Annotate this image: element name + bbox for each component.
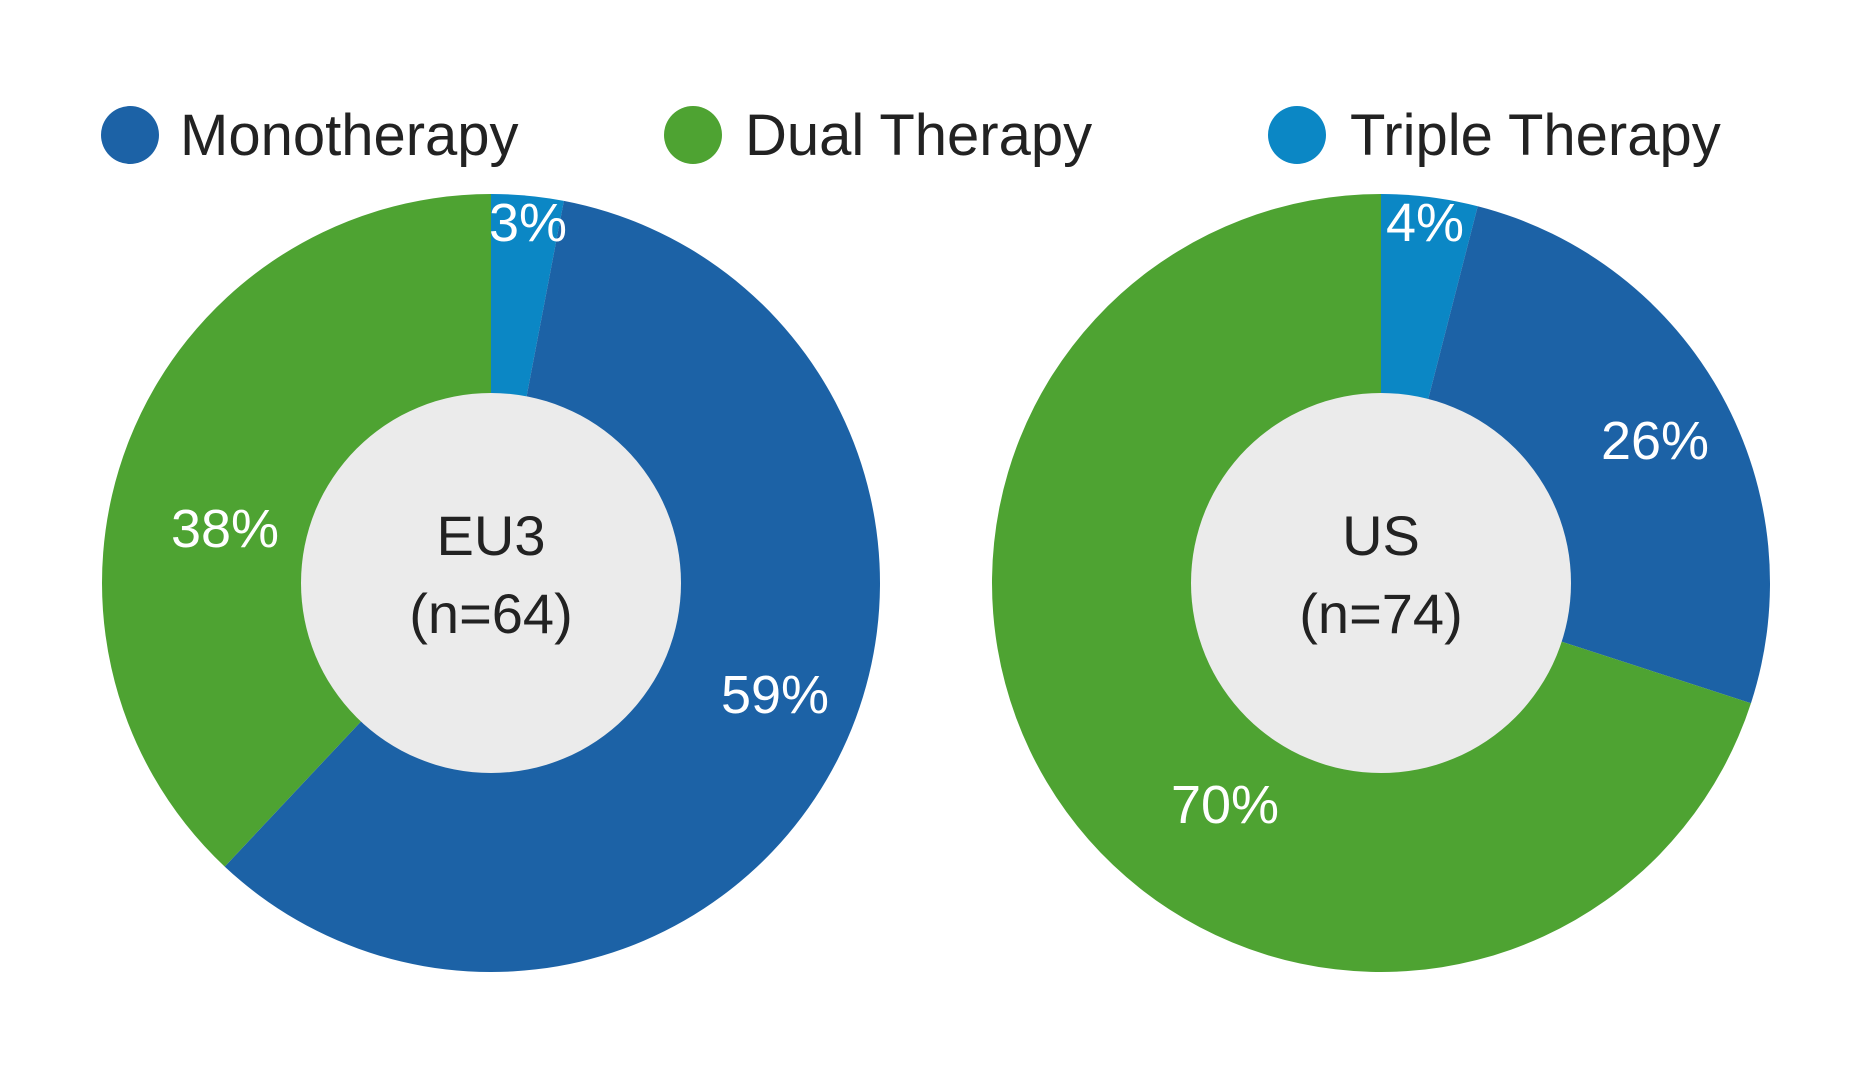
center-title: EU3 [437,504,546,567]
legend: Monotherapy Dual Therapy Triple Therapy [101,103,1721,168]
slice-label-triple-therapy: 3% [489,193,567,253]
legend-label-triple-therapy: Triple Therapy [1350,103,1721,168]
legend-swatch-triple-therapy [1268,106,1326,164]
center-subtitle: (n=74) [1299,582,1462,645]
slice-label-triple-therapy: 4% [1386,193,1464,253]
slice-dual-therapy [101,194,491,867]
center-title: US [1342,504,1420,567]
slice-label-monotherapy: 26% [1601,411,1709,471]
legend-item-dual-therapy: Dual Therapy [664,103,1092,168]
legend-swatch-monotherapy [101,106,159,164]
legend-label-dual-therapy: Dual Therapy [745,103,1092,168]
donut-center [1191,393,1571,773]
legend-item-triple-therapy: Triple Therapy [1268,103,1721,168]
slice-label-monotherapy: 59% [721,665,829,725]
slice-label-dual-therapy: 70% [1171,775,1279,835]
slice-label-dual-therapy: 38% [171,499,279,559]
donut-chart-us: 4% 26% 70% US (n=74) [991,193,1771,973]
legend-swatch-dual-therapy [664,106,722,164]
center-subtitle: (n=64) [409,582,572,645]
legend-label-monotherapy: Monotherapy [180,103,519,168]
donut-center [301,393,681,773]
donut-chart-eu3: 3% 59% 38% EU3 (n=64) [101,193,880,972]
legend-item-monotherapy: Monotherapy [101,103,519,168]
